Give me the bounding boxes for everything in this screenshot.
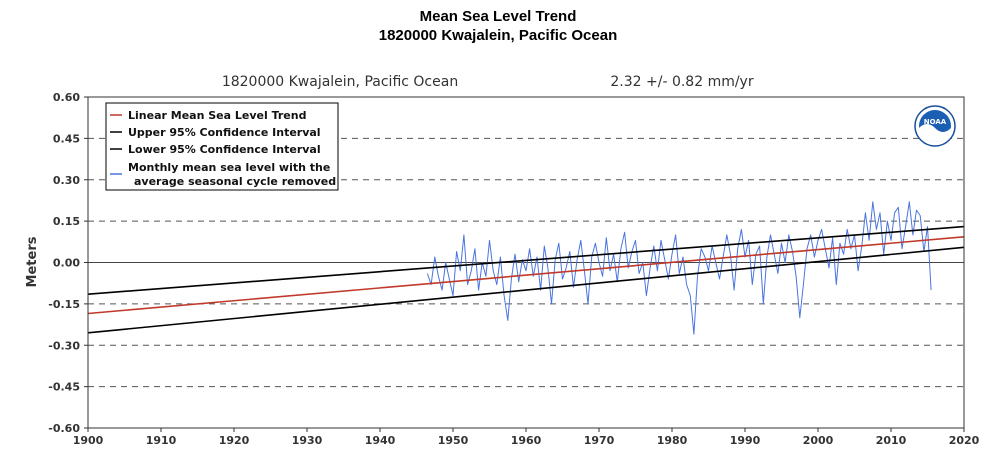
legend-label-trend: Linear Mean Sea Level Trend [128, 109, 306, 122]
legend: Linear Mean Sea Level Trend Upper 95% Co… [105, 102, 339, 191]
x-tick-label: 1940 [365, 434, 396, 447]
y-tick-label: 0.00 [53, 257, 80, 270]
y-axis-label: Meters [25, 236, 40, 287]
trend-rate-label: 2.32 +/- 0.82 mm/yr [610, 74, 753, 90]
x-tick-label: 1920 [219, 434, 250, 447]
chart-title: Mean Sea Level Trend [419, 8, 577, 25]
axis-ticks: 0.60 0.45 0.30 0.15 0.00 -0.15 -0.30 -0.45 -0.60… [48, 91, 979, 447]
y-tick-label: -0.60 [48, 422, 80, 435]
x-tick-label: 1910 [146, 434, 177, 447]
chart-subtitle: 1820000 Kwajalein, Pacific Ocean [378, 27, 618, 44]
y-tick-label: -0.30 [48, 339, 80, 352]
lower-ci-line [87, 246, 965, 334]
x-tick-label: 1960 [511, 434, 542, 447]
series-layer [87, 201, 965, 335]
noaa-logo-icon: NOAA [914, 105, 956, 147]
y-tick-label: -0.15 [48, 298, 80, 311]
legend-box [105, 102, 339, 191]
monthly-msl-line [426, 201, 932, 335]
y-tick-label: 0.45 [53, 132, 80, 145]
x-tick-label: 1990 [730, 434, 761, 447]
x-tick-label: 1980 [657, 434, 688, 447]
x-tick-label: 1950 [438, 434, 469, 447]
legend-label-upper: Upper 95% Confidence Interval [128, 126, 321, 139]
legend-label-monthly-2: average seasonal cycle removed [134, 175, 336, 188]
y-tick-label: 0.60 [53, 91, 80, 104]
y-tick-label: 0.15 [53, 215, 80, 228]
logo-text: NOAA [924, 118, 947, 126]
x-tick-label: 1970 [584, 434, 615, 447]
legend-label-monthly: Monthly mean sea level with the [128, 161, 330, 174]
x-tick-label: 2010 [876, 434, 907, 447]
x-tick-label: 2000 [803, 434, 834, 447]
y-tick-label: -0.45 [48, 381, 80, 394]
x-tick-label: 1930 [292, 434, 323, 447]
x-tick-label: 2020 [949, 434, 980, 447]
y-tick-label: 0.30 [53, 174, 80, 187]
trend-line [87, 236, 965, 315]
x-tick-label: 1900 [73, 434, 104, 447]
station-label: 1820000 Kwajalein, Pacific Ocean [222, 74, 458, 90]
upper-ci-line [87, 225, 965, 295]
legend-label-lower: Lower 95% Confidence Interval [128, 143, 321, 156]
